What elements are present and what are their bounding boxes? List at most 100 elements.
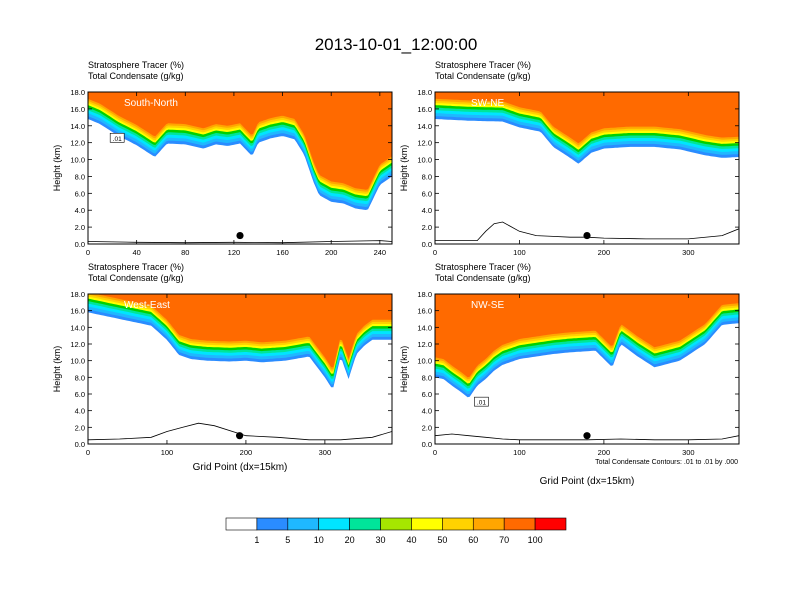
figure-title: 2013-10-01_12:00:00 bbox=[315, 35, 478, 54]
colorbar-box-9 bbox=[503, 517, 536, 531]
colorbar-label: 40 bbox=[406, 535, 416, 545]
condensate-contour bbox=[435, 221, 739, 241]
y-tick-label: 12.0 bbox=[70, 340, 85, 349]
y-tick-label: 18.0 bbox=[417, 290, 432, 299]
x-tick-label: 100 bbox=[513, 248, 526, 257]
x-axis-label: Grid Point (dx=15km) bbox=[193, 462, 288, 473]
condensate-contour bbox=[435, 433, 739, 441]
colorbar-box-6 bbox=[411, 517, 443, 531]
panel-header-tracer: Stratosphere Tracer (%) bbox=[435, 262, 531, 272]
x-tick-label: 0 bbox=[433, 248, 437, 257]
y-tick-label: 16.0 bbox=[417, 307, 432, 316]
plot-frame bbox=[434, 293, 740, 445]
plot-frame bbox=[87, 91, 393, 245]
colorbar-label: 1 bbox=[254, 535, 259, 545]
y-tick-label: 16.0 bbox=[70, 105, 85, 114]
y-tick-label: 10.0 bbox=[70, 156, 85, 165]
plot-area: .01 bbox=[88, 92, 392, 244]
colorbar-box-7 bbox=[442, 517, 474, 531]
x-tick-label: 80 bbox=[181, 248, 189, 257]
y-axis-label: Height (km) bbox=[52, 346, 62, 393]
panel-sw-ne: Stratosphere Tracer (%)Total Condensate … bbox=[399, 60, 740, 257]
y-tick-label: 2.0 bbox=[422, 423, 432, 432]
location-marker bbox=[583, 432, 591, 440]
colorbar-box-1 bbox=[256, 517, 289, 531]
colorbar-box-2 bbox=[287, 517, 320, 531]
x-tick-label: 200 bbox=[598, 248, 611, 257]
y-tick-label: 6.0 bbox=[422, 189, 432, 198]
x-tick-label: 40 bbox=[132, 248, 140, 257]
y-tick-label: 4.0 bbox=[422, 407, 432, 416]
contour-label-box bbox=[474, 396, 489, 407]
x-tick-label: 200 bbox=[240, 448, 253, 457]
x-tick-label: 100 bbox=[161, 448, 174, 457]
y-tick-label: 4.0 bbox=[422, 206, 432, 215]
tracer-band-9 bbox=[88, 92, 392, 190]
panel-header-tracer: Stratosphere Tracer (%) bbox=[88, 262, 184, 272]
colorbar-box-10 bbox=[534, 517, 567, 531]
y-tick-label: 18.0 bbox=[70, 290, 85, 299]
y-tick-label: 4.0 bbox=[75, 206, 85, 215]
colorbar-label: 5 bbox=[285, 535, 290, 545]
panel-header-condensate: Total Condensate (g/kg) bbox=[435, 71, 531, 81]
colorbar-box-0 bbox=[225, 517, 258, 531]
plot-area bbox=[88, 294, 392, 444]
colorbar-label: 60 bbox=[468, 535, 478, 545]
colorbar: 1 5 10 20 30 40 50 60 70 100 bbox=[225, 517, 567, 545]
y-tick-label: 0.0 bbox=[422, 440, 432, 449]
panel-header-condensate: Total Condensate (g/kg) bbox=[435, 273, 531, 283]
x-tick-label: 0 bbox=[433, 448, 437, 457]
y-tick-label: 2.0 bbox=[75, 423, 85, 432]
y-tick-label: 16.0 bbox=[70, 307, 85, 316]
contour-label: .01 bbox=[113, 136, 122, 143]
y-tick-label: 6.0 bbox=[75, 189, 85, 198]
colorbar-label: 30 bbox=[376, 535, 386, 545]
y-axis-label: Height (km) bbox=[399, 346, 409, 393]
y-tick-label: 14.0 bbox=[70, 323, 85, 332]
colorbar-label: 50 bbox=[437, 535, 447, 545]
y-tick-label: 0.0 bbox=[422, 240, 432, 249]
panel-header-tracer: Stratosphere Tracer (%) bbox=[88, 60, 184, 70]
y-tick-label: 18.0 bbox=[417, 88, 432, 97]
colorbar-label: 70 bbox=[499, 535, 509, 545]
x-tick-label: 300 bbox=[319, 448, 332, 457]
colorbar-box-4 bbox=[349, 517, 381, 531]
y-tick-label: 2.0 bbox=[422, 223, 432, 232]
x-tick-label: 240 bbox=[374, 248, 387, 257]
y-tick-label: 6.0 bbox=[422, 390, 432, 399]
condensate-contour bbox=[88, 422, 392, 441]
x-tick-label: 0 bbox=[86, 248, 90, 257]
y-tick-label: 8.0 bbox=[422, 172, 432, 181]
panel-south-north: Stratosphere Tracer (%)Total Condensate … bbox=[52, 60, 393, 257]
y-tick-label: 8.0 bbox=[75, 373, 85, 382]
y-tick-label: 12.0 bbox=[417, 340, 432, 349]
y-tick-label: 8.0 bbox=[75, 172, 85, 181]
x-tick-label: 0 bbox=[86, 448, 90, 457]
y-tick-label: 16.0 bbox=[417, 105, 432, 114]
y-tick-label: 10.0 bbox=[417, 156, 432, 165]
y-tick-label: 2.0 bbox=[75, 223, 85, 232]
colorbar-label: 10 bbox=[314, 535, 324, 545]
y-tick-label: 8.0 bbox=[422, 373, 432, 382]
y-tick-label: 10.0 bbox=[70, 357, 85, 366]
panel-west-east: Stratosphere Tracer (%)Total Condensate … bbox=[52, 262, 393, 473]
panel-header-condensate: Total Condensate (g/kg) bbox=[88, 273, 184, 283]
colorbar-label: 20 bbox=[345, 535, 355, 545]
location-marker bbox=[236, 432, 244, 440]
y-tick-label: 10.0 bbox=[417, 357, 432, 366]
colorbar-box-8 bbox=[472, 517, 505, 531]
location-marker bbox=[583, 231, 591, 240]
x-tick-label: 100 bbox=[513, 448, 526, 457]
panel-header-condensate: Total Condensate (g/kg) bbox=[88, 71, 184, 81]
contour-note: Total Condensate Contours: .01 to .01 by… bbox=[595, 459, 738, 466]
tracer-band-9 bbox=[435, 294, 739, 378]
x-tick-label: 200 bbox=[325, 248, 338, 257]
x-tick-label: 300 bbox=[682, 448, 695, 457]
y-tick-label: 18.0 bbox=[70, 88, 85, 97]
panel-nw-se: Stratosphere Tracer (%)Total Condensate … bbox=[399, 262, 740, 487]
y-tick-label: 14.0 bbox=[417, 122, 432, 131]
y-tick-label: 6.0 bbox=[75, 390, 85, 399]
x-tick-label: 300 bbox=[682, 248, 695, 257]
tracer-band-9 bbox=[435, 92, 739, 144]
x-tick-label: 120 bbox=[228, 248, 241, 257]
